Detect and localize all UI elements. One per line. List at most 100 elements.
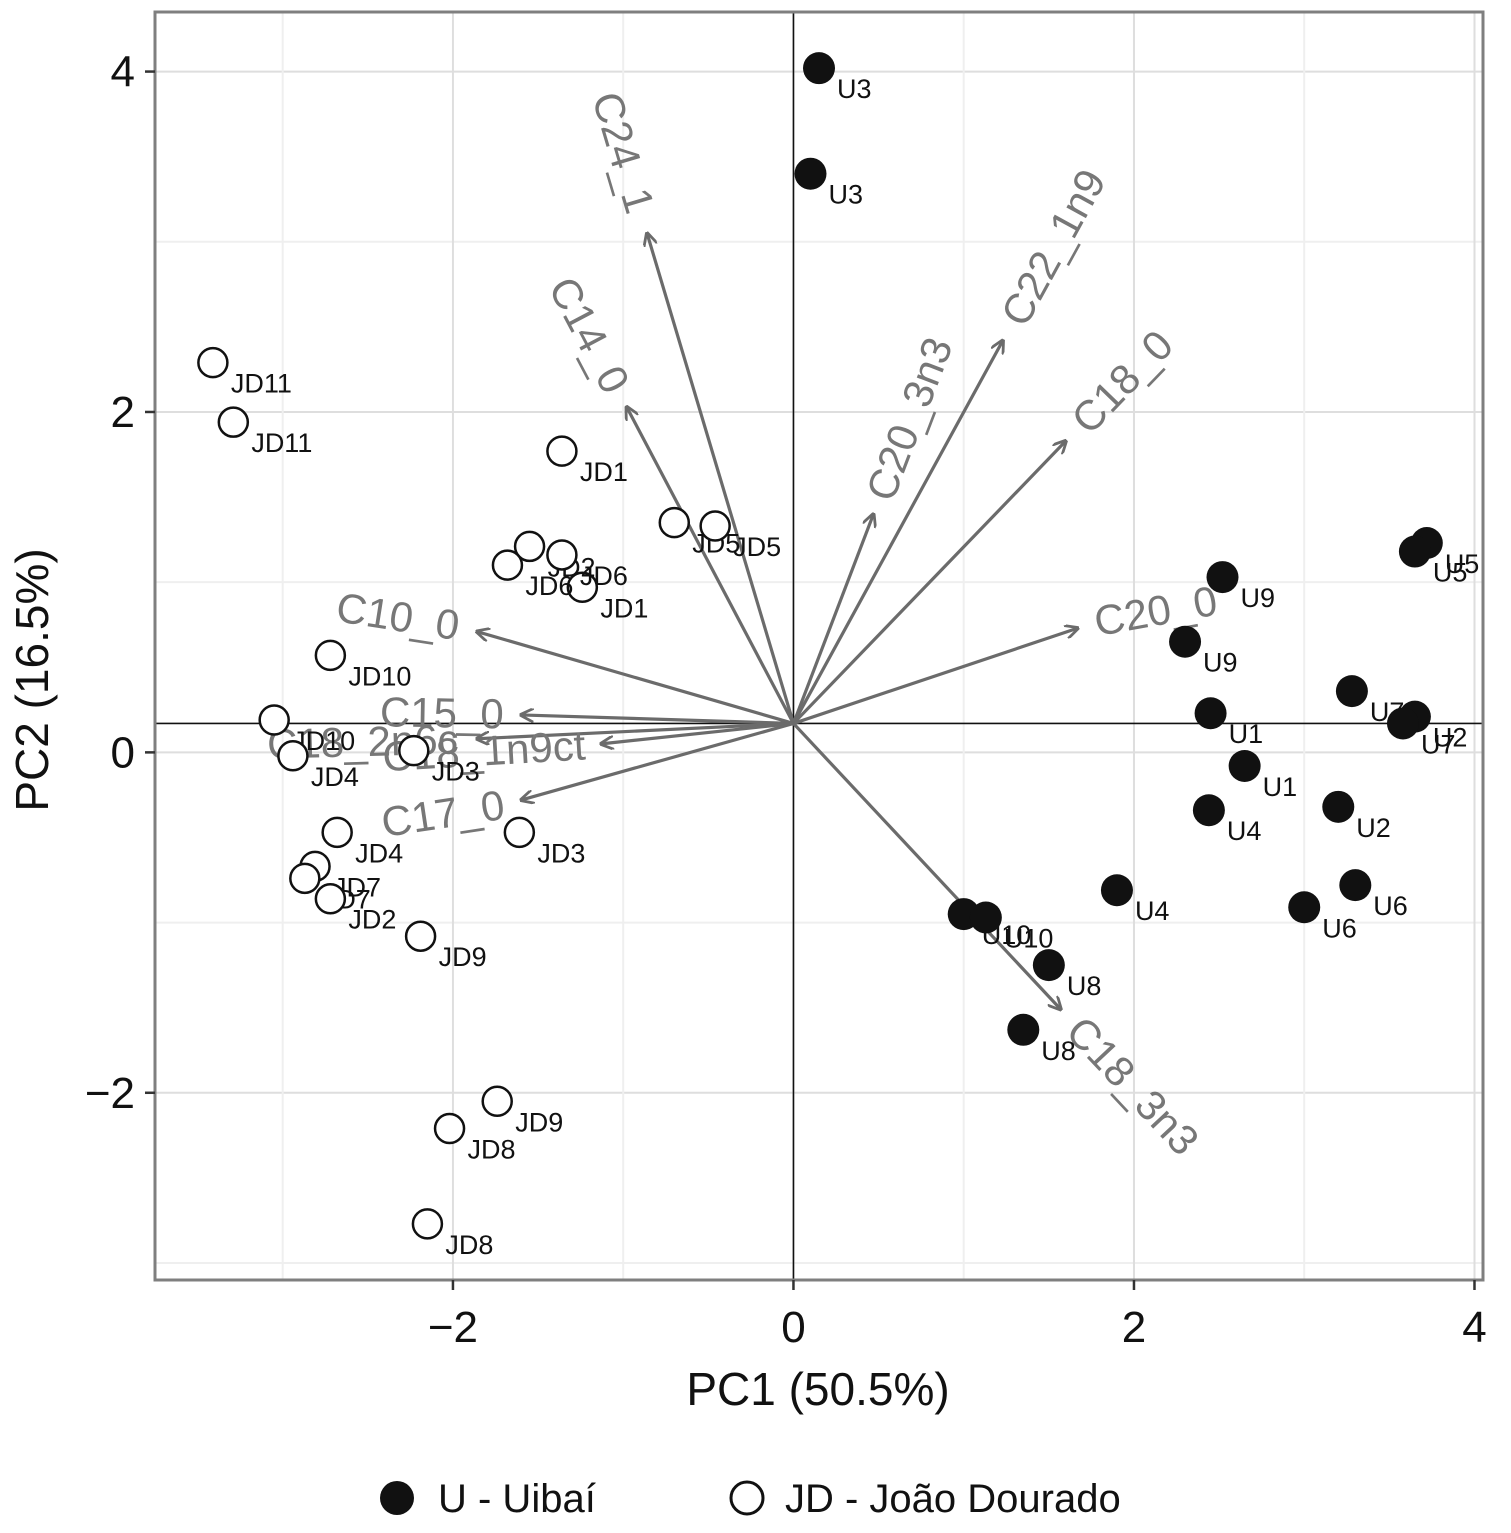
data-point-uibai: [1194, 697, 1227, 730]
loading-vector-arrow: [601, 721, 794, 743]
data-point-joao-dourado: [503, 816, 536, 849]
data-point-joao-dourado: [433, 1112, 466, 1145]
data-point-joao-dourado: [699, 510, 731, 542]
data-point-uibai: [1386, 707, 1419, 740]
data-point-label: U1: [1263, 772, 1298, 802]
data-point-label: JD1: [580, 457, 628, 487]
data-point-uibai: [1288, 891, 1321, 924]
data-point-label: JD11: [231, 369, 292, 399]
data-point-joao-dourado: [197, 346, 229, 379]
data-point-label: U6: [1322, 913, 1357, 943]
data-point-label: U7: [1421, 729, 1456, 759]
data-point-uibai: [1228, 749, 1261, 782]
data-point-joao-dourado: [217, 406, 250, 438]
data-point-uibai: [1007, 1013, 1040, 1046]
data-point-label: U9: [1241, 583, 1276, 613]
data-point-label: JD5: [733, 532, 781, 562]
data-point-label: JD6: [525, 571, 573, 601]
data-point-label: U4: [1227, 816, 1262, 846]
data-point-label: U4: [1135, 896, 1170, 926]
loading-vector-arrow: [792, 722, 1060, 1009]
data-point-label: JD3: [537, 838, 585, 868]
legend-label-uibai: U - Uibaí: [438, 1477, 596, 1521]
x-tick-label: −2: [428, 1303, 478, 1352]
data-point-joao-dourado: [658, 506, 691, 539]
data-point-label: JD9: [515, 1107, 563, 1137]
data-point-joao-dourado: [481, 1085, 513, 1118]
data-point-uibai: [803, 52, 835, 85]
y-tick-label: 2: [111, 388, 135, 437]
data-point-uibai: [1100, 874, 1133, 907]
data-point-joao-dourado: [277, 740, 309, 772]
data-point-joao-dourado: [404, 920, 437, 952]
zero-reference-lines: [155, 12, 1483, 1280]
data-point-uibai: [1322, 790, 1355, 823]
axis-ticks: −2 0 2 4 −2 0 2 4: [85, 48, 1487, 1352]
data-point-label: U6: [1373, 891, 1408, 921]
data-point-label: U2: [1356, 813, 1391, 843]
legend-marker-filled: [380, 1481, 414, 1515]
data-point-label: U1: [1229, 719, 1264, 749]
data-point-label: JD4: [355, 838, 403, 868]
data-point-joao-dourado: [314, 882, 347, 915]
data-point-joao-dourado: [258, 704, 290, 736]
y-tick-label: 0: [111, 728, 135, 777]
data-point-joao-dourado: [513, 530, 546, 563]
data-point-joao-dourado: [546, 435, 578, 467]
data-point-label: JD3: [432, 757, 480, 787]
data-point-uibai: [969, 901, 1002, 934]
data-point-label: JD1: [600, 593, 648, 623]
data-point-joao-dourado: [491, 549, 524, 581]
data-point-uibai: [1032, 949, 1065, 982]
loading-vector-arrow: [521, 721, 794, 800]
data-point-label: JD11: [251, 428, 312, 458]
data-point-joao-dourado: [411, 1208, 444, 1240]
legend-marker-open: [729, 1480, 765, 1516]
data-point-label: U3: [828, 180, 863, 210]
loading-vector-arrow: [647, 233, 795, 724]
data-point-uibai: [1398, 535, 1431, 568]
loading-vector-arrow: [477, 632, 794, 725]
data-point-label: U8: [1067, 971, 1102, 1001]
data-point-label: U3: [837, 74, 872, 104]
data-point-label: U5: [1445, 549, 1480, 579]
data-point-joao-dourado: [566, 571, 599, 604]
loading-vector-arrow: [792, 628, 1077, 725]
data-point-label: JD8: [468, 1135, 516, 1165]
loading-vector-arrow: [627, 407, 795, 725]
data-point-uibai: [794, 157, 827, 190]
plot-panel-border: [153, 10, 1485, 1282]
data-point-label: JD9: [439, 942, 487, 972]
data-point-label: JD10: [348, 661, 411, 691]
loading-vector-label: C15_0: [380, 688, 505, 737]
data-point-uibai: [1206, 561, 1239, 594]
legend-label-joao-dourado: JD - João Dourado: [785, 1477, 1121, 1521]
data-point-label: JD8: [445, 1230, 493, 1260]
x-axis-title: PC1 (50.5%): [686, 1363, 949, 1415]
data-point-joao-dourado: [546, 539, 578, 571]
y-axis-title: PC2 (16.5%): [6, 548, 58, 811]
data-point-label: U2: [1433, 723, 1468, 753]
data-point-uibai: [1192, 794, 1225, 827]
data-point-label: JD6: [580, 561, 628, 591]
data-point-label: U5: [1433, 558, 1468, 588]
y-tick-label: −2: [85, 1069, 135, 1118]
data-point-joao-dourado: [398, 734, 430, 767]
data-point-uibai: [1169, 625, 1202, 658]
data-point-uibai: [1335, 675, 1368, 708]
data-point-label: U10: [1004, 923, 1054, 953]
x-tick-label: 2: [1122, 1303, 1146, 1352]
loading-vector-arrow: [521, 715, 794, 726]
data-point-label: U9: [1203, 648, 1238, 678]
x-tick-label: 0: [781, 1303, 805, 1352]
loading-vector-arrow: [792, 441, 1065, 725]
data-point-label: U8: [1041, 1036, 1076, 1066]
legend: U - Uibaí JD - João Dourado: [380, 1477, 1121, 1521]
x-tick-label: 4: [1462, 1303, 1486, 1352]
loading-vector-arrow: [791, 514, 873, 725]
data-point-joao-dourado: [314, 639, 347, 672]
data-point-joao-dourado: [289, 862, 321, 895]
